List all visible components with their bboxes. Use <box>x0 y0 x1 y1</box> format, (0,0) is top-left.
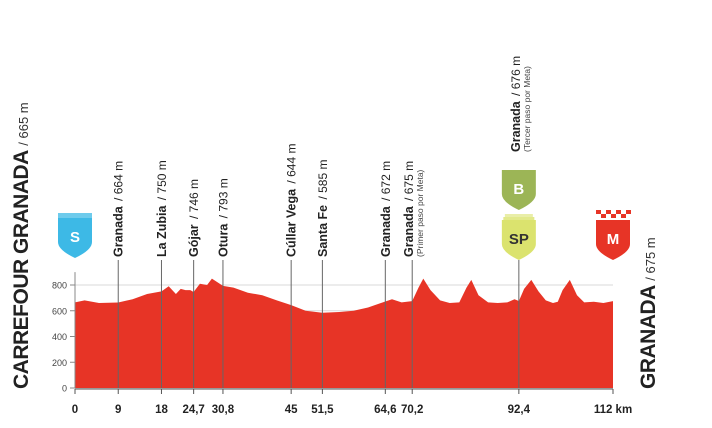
waypoint-note: (Tercer paso por Meta) <box>522 66 532 152</box>
x-tick-label: 0 <box>72 404 78 416</box>
waypoint-label: Gójar / 746 m <box>187 179 201 257</box>
finish-badge-checker <box>611 214 616 218</box>
finish-badge-checker <box>596 210 601 214</box>
start-badge: S <box>58 213 92 258</box>
waypoint-label: La Zubia / 750 m <box>155 160 169 257</box>
x-tick-label: 112 km <box>594 404 632 416</box>
finish-name: GRANADA <box>637 285 660 389</box>
start-name: CARREFOUR GRANADA <box>10 150 33 389</box>
waypoint-name: Granada <box>379 205 393 257</box>
waypoint-label: Granada / 676 m <box>509 56 523 152</box>
y-axis: 0 200 400 600 800 <box>52 272 76 394</box>
finish-badge-checker <box>626 210 631 214</box>
sprint-badge-stack <box>504 214 533 217</box>
waypoint-altitude: / 644 m <box>285 144 299 187</box>
x-tick-label: 30,8 <box>212 404 235 416</box>
sprint-badge-shield <box>501 220 536 260</box>
waypoint-name: Gójar <box>187 224 201 257</box>
badges: S B SP M <box>58 170 631 260</box>
waypoint-name: Granada <box>509 100 523 152</box>
start-location-label: CARREFOUR GRANADA / 665 m <box>10 102 34 389</box>
start-altitude: / 665 m <box>16 102 31 146</box>
waypoint-name: La Zubia <box>155 205 169 257</box>
finish-badge-checker <box>621 214 626 218</box>
x-tick-label: 70,2 <box>401 404 423 416</box>
waypoint-name: Santa Fe <box>316 205 330 257</box>
x-tick-label: 9 <box>115 404 121 416</box>
start-badge-flag <box>58 213 92 218</box>
waypoint-altitude: / 675 m <box>402 161 416 204</box>
x-tick-label: 92,4 <box>508 404 531 416</box>
finish-badge-label: M <box>607 231 620 248</box>
y-tick-label: 600 <box>52 306 67 316</box>
waypoint-label: Granada / 672 m <box>379 161 393 257</box>
bonus-badge-shield <box>501 170 536 210</box>
x-axis: 0 9 18 24,7 30,8 45 51,5 64,6 70,2 92,4 112 km <box>72 388 632 416</box>
finish-badge-checker <box>606 210 611 214</box>
waypoint-name: Cúllar Vega <box>285 188 299 257</box>
waypoint-name: Granada <box>112 205 126 257</box>
waypoint-name: Granada <box>402 205 416 257</box>
finish-badge-shield <box>596 220 630 260</box>
finish-badge-checker <box>601 214 606 218</box>
waypoint-altitude: / 750 m <box>155 160 169 203</box>
waypoint-altitude: / 746 m <box>187 179 201 222</box>
waypoint-altitude: / 585 m <box>316 160 330 203</box>
x-tick-label: 64,6 <box>374 404 396 416</box>
finish-badge-checker <box>616 210 621 214</box>
x-tick-label: 45 <box>285 404 298 416</box>
sprint-badge: SP <box>501 214 536 260</box>
waypoint-label: Granada / 664 m <box>112 161 126 257</box>
waypoint-label: Otura / 793 m <box>216 178 230 257</box>
start-badge-shield <box>58 218 92 258</box>
finish-altitude: / 675 m <box>643 237 658 281</box>
waypoint-altitude: / 793 m <box>216 178 230 221</box>
y-tick-label: 0 <box>62 384 67 394</box>
waypoint-markers: Granada / 664 m La Zubia / 750 m Gójar / 7… <box>112 56 532 388</box>
bonus-badge: B <box>501 170 536 210</box>
y-tick-label: 200 <box>52 358 67 368</box>
start-badge-label: S <box>70 229 80 246</box>
elevation-profile-area <box>75 278 613 388</box>
waypoint-label: Santa Fe / 585 m <box>316 160 330 257</box>
bonus-badge-label: B <box>513 181 524 198</box>
sprint-badge-stack <box>503 217 535 220</box>
waypoint-altitude: / 676 m <box>509 56 523 99</box>
waypoint-name: Otura <box>216 223 230 257</box>
waypoint-label: Granada / 675 m <box>402 161 416 257</box>
waypoint-altitude: / 672 m <box>379 161 393 204</box>
waypoint-note: (Primer paso por Meta) <box>415 169 425 257</box>
y-tick-label: 400 <box>52 332 67 342</box>
x-tick-label: 24,7 <box>182 404 204 416</box>
finish-location-label: GRANADA / 675 m <box>637 237 661 389</box>
x-tick-label: 51,5 <box>311 404 334 416</box>
sprint-badge-label: SP <box>509 231 529 248</box>
y-tick-label: 800 <box>52 281 67 291</box>
x-tick-label: 18 <box>155 404 168 416</box>
waypoint-label: Cúllar Vega / 644 m <box>285 144 299 257</box>
waypoint-altitude: / 664 m <box>112 161 126 204</box>
finish-badge: M <box>596 210 631 260</box>
